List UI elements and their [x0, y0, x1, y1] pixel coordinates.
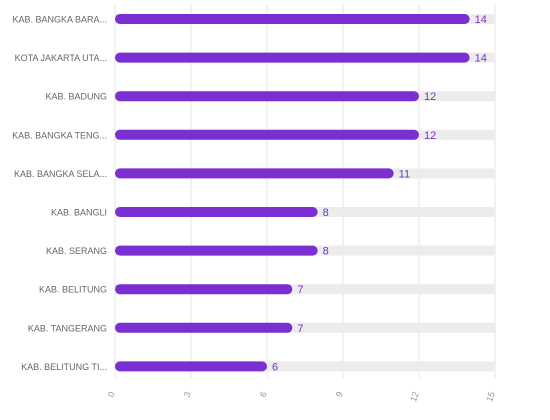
category-label: KOTA JAKARTA UTA...: [15, 53, 107, 63]
data-label: 12: [424, 130, 436, 142]
data-label: 7: [297, 323, 303, 335]
x-tick-label: 9: [334, 390, 345, 398]
bar-track: [115, 284, 495, 295]
category-label: KAB. BELITUNG TI...: [21, 362, 107, 372]
category-label: KAB. SERANG: [46, 246, 107, 256]
category-label: KAB. TANGERANG: [28, 323, 107, 333]
bar: [115, 14, 470, 24]
bar: [115, 129, 419, 140]
bar-track: [115, 322, 495, 333]
bar: [115, 91, 419, 102]
x-tick-label: 15: [484, 390, 497, 403]
bar: [115, 284, 293, 295]
bar: [115, 245, 318, 256]
category-label: KAB. BANGKA SELA...: [14, 169, 107, 179]
bar: [115, 207, 318, 217]
x-tick-label: 0: [106, 390, 117, 398]
data-label: 11: [399, 168, 410, 180]
bar: [115, 52, 470, 63]
bar-track: [115, 361, 495, 372]
data-label: 12: [424, 91, 436, 103]
bar: [115, 361, 267, 372]
bar: [115, 322, 293, 333]
x-tick-label: 3: [182, 390, 193, 398]
bar: [115, 168, 394, 179]
category-label: KAB. BADUNG: [45, 92, 107, 102]
data-label: 14: [475, 53, 487, 65]
x-tick-label: 12: [408, 390, 421, 403]
category-label: KAB. BANGKA BARA...: [12, 15, 107, 25]
data-label: 8: [323, 207, 329, 219]
data-label: 6: [272, 361, 278, 373]
x-tick-label: 6: [258, 390, 269, 398]
category-label: KAB. BELITUNG: [39, 285, 107, 295]
category-label: KAB. BANGKA TENG...: [12, 130, 107, 140]
data-label: 7: [297, 284, 303, 296]
data-label: 14: [475, 14, 487, 26]
category-label: KAB. BANGLI: [51, 208, 107, 218]
data-label: 8: [323, 246, 329, 258]
